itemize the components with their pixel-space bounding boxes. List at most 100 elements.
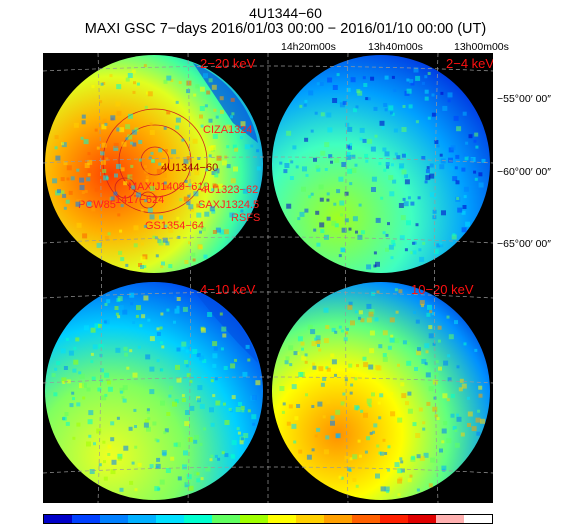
- map-pixel: [221, 451, 225, 455]
- map-pixel: [122, 309, 128, 315]
- map-pixel: [156, 457, 161, 462]
- map-pixel: [79, 177, 85, 183]
- map-pixel: [163, 431, 167, 435]
- map-pixel: [154, 486, 160, 492]
- map-pixel: [404, 248, 408, 252]
- map-pixel: [188, 204, 194, 210]
- map-pixel: [215, 227, 221, 233]
- map-pixel: [91, 207, 96, 212]
- map-pixel: [110, 437, 115, 442]
- map-pixel: [314, 434, 318, 438]
- map-pixel: [380, 196, 384, 200]
- map-pixel: [380, 486, 386, 492]
- map-pixel: [117, 296, 123, 302]
- map-pixel: [286, 130, 292, 136]
- map-pixel: [196, 212, 202, 218]
- map-pixel: [144, 419, 149, 423]
- map-pixel: [73, 359, 79, 365]
- map-pixel: [149, 186, 155, 191]
- map-pixel: [125, 263, 129, 267]
- map-pixel: [421, 358, 427, 364]
- map-pixel: [90, 327, 96, 333]
- map-pixel: [398, 289, 403, 294]
- map-pixel: [293, 440, 297, 444]
- map-pixel: [315, 369, 320, 374]
- map-pixel: [335, 409, 341, 415]
- map-pixel: [432, 342, 436, 346]
- map-pixel: [155, 463, 161, 469]
- map-pixel: [382, 330, 388, 336]
- map-pixel: [424, 96, 429, 101]
- map-pixel: [230, 453, 235, 458]
- map-pixel: [388, 175, 394, 181]
- sky-disk: [272, 282, 490, 500]
- map-pixel: [193, 191, 199, 197]
- map-pixel: [81, 382, 87, 388]
- map-pixel: [197, 385, 203, 391]
- map-pixel: [107, 232, 111, 236]
- map-pixel: [291, 384, 297, 390]
- map-pixel: [219, 229, 225, 235]
- map-pixel: [366, 264, 372, 270]
- map-pixel: [86, 441, 91, 447]
- map-pixel: [385, 162, 390, 166]
- source-label: GS1354−64: [145, 220, 204, 232]
- map-pixel: [330, 420, 335, 426]
- map-pixel: [87, 152, 91, 156]
- map-pixel: [304, 360, 308, 364]
- map-pixel: [419, 300, 425, 306]
- map-pixel: [222, 333, 227, 338]
- map-pixel: [429, 173, 435, 179]
- map-pixel: [310, 192, 314, 196]
- map-pixel: [184, 179, 188, 183]
- map-pixel: [230, 363, 236, 369]
- map-pixel: [336, 189, 341, 194]
- map-pixel: [346, 153, 350, 157]
- map-pixel: [304, 99, 308, 103]
- map-pixel: [441, 210, 446, 216]
- map-pixel: [328, 154, 333, 159]
- map-pixel: [377, 401, 381, 405]
- map-pixel: [72, 397, 75, 401]
- map-pixel: [284, 360, 289, 365]
- map-pixel: [100, 368, 104, 373]
- map-pixel: [352, 477, 357, 482]
- map-pixel: [318, 348, 322, 352]
- map-pixel: [376, 444, 380, 448]
- map-pixel: [371, 176, 377, 182]
- map-pixel: [197, 244, 203, 250]
- map-pixel: [184, 482, 190, 488]
- map-pixel: [359, 127, 365, 133]
- map-pixel: [212, 133, 218, 139]
- map-pixel: [73, 346, 77, 350]
- map-pixel: [390, 256, 394, 260]
- map-pixel: [378, 344, 383, 349]
- map-pixel: [197, 398, 201, 403]
- map-pixel: [88, 410, 94, 416]
- map-pixel: [198, 185, 202, 189]
- map-pixel: [450, 413, 455, 418]
- map-pixel: [385, 233, 389, 237]
- map-pixel: [340, 329, 344, 333]
- map-pixel: [435, 360, 439, 364]
- map-pixel: [185, 410, 190, 415]
- map-pixel: [207, 312, 213, 317]
- map-pixel: [178, 81, 182, 84]
- map-pixel: [393, 89, 397, 92]
- map-pixel: [109, 74, 113, 78]
- map-pixel: [391, 112, 395, 116]
- map-pixel: [192, 258, 196, 262]
- map-pixel: [130, 164, 134, 168]
- map-pixel: [185, 364, 189, 368]
- map-pixel: [61, 377, 67, 383]
- map-pixel: [212, 353, 218, 359]
- map-pixel: [119, 487, 124, 492]
- map-pixel: [291, 423, 297, 429]
- map-pixel: [404, 179, 410, 185]
- map-pixel: [193, 471, 198, 476]
- map-pixel: [417, 347, 421, 352]
- map-pixel: [226, 164, 231, 169]
- map-pixel: [161, 450, 167, 456]
- map-pixel: [97, 128, 101, 132]
- map-pixel: [181, 346, 185, 350]
